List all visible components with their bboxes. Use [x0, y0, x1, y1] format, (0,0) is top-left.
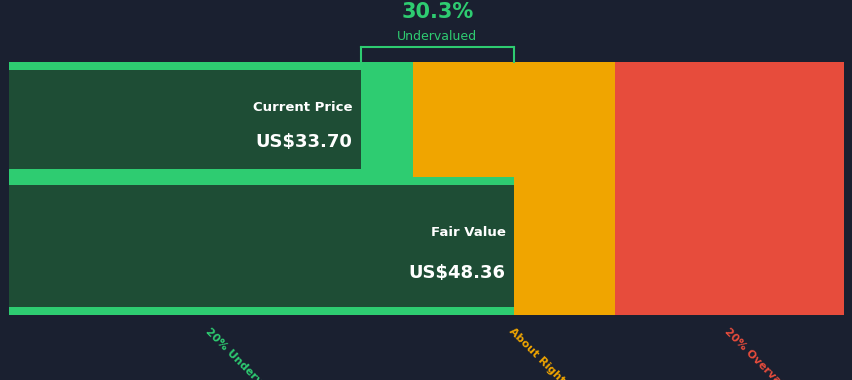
Text: Current Price: Current Price	[252, 101, 352, 114]
Bar	[9, 62, 360, 70]
Text: 20% Overvalued: 20% Overvalued	[722, 326, 801, 380]
Text: US$33.70: US$33.70	[255, 133, 352, 151]
Bar	[9, 62, 412, 177]
Text: About Right: About Right	[506, 326, 566, 380]
Bar	[9, 177, 513, 185]
Bar	[614, 177, 843, 315]
Bar	[412, 62, 614, 177]
Text: 30.3%: 30.3%	[400, 2, 473, 22]
Bar	[9, 177, 412, 315]
Text: US$48.36: US$48.36	[408, 264, 505, 282]
Text: Undervalued: Undervalued	[397, 30, 477, 43]
Bar	[9, 185, 513, 307]
Bar	[9, 70, 360, 169]
Bar	[614, 62, 843, 177]
Bar	[412, 177, 614, 315]
Bar	[9, 169, 360, 177]
Text: 20% Undervalued: 20% Undervalued	[204, 326, 288, 380]
Bar	[9, 307, 513, 315]
Text: Fair Value: Fair Value	[430, 226, 505, 239]
